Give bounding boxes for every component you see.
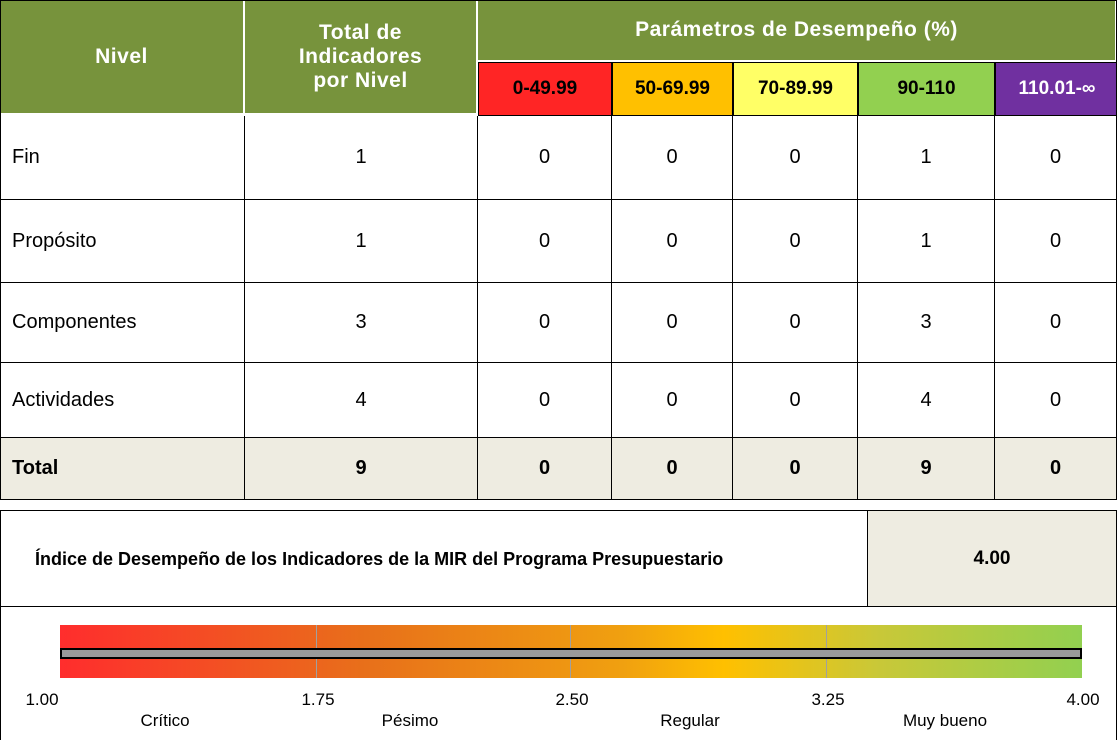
index-value: 4.00 — [868, 510, 1117, 607]
table-cell: Propósito — [0, 200, 245, 283]
table-cell: Componentes — [0, 283, 245, 363]
nivel-header: Nivel — [0, 0, 245, 115]
table-cell: 1 — [245, 116, 478, 200]
scale-category: Muy bueno — [902, 711, 988, 730]
table-cell: 4 — [245, 363, 478, 438]
parametros-header: Parámetros de Desempeño (%) — [478, 0, 1117, 62]
table-cell: 0 — [733, 116, 858, 200]
scale-category: Crítico — [140, 711, 190, 730]
scale-category: Pésimo — [381, 711, 439, 730]
table-cell: 0 — [733, 200, 858, 283]
range-header: 70-89.99 — [733, 62, 858, 116]
table-cell: 0 — [733, 363, 858, 438]
scale-tick: 2.50 — [555, 690, 589, 709]
range-header: 0-49.99 — [478, 62, 612, 116]
scale-category: Regular — [660, 711, 720, 730]
table-cell: 0 — [612, 116, 733, 200]
table-cell: 0 — [995, 116, 1117, 200]
total-cell: 0 — [612, 438, 733, 500]
table-cell: 0 — [478, 363, 612, 438]
table-cell: 0 — [478, 116, 612, 200]
scale-needle — [60, 648, 1082, 659]
total-cell: 9 — [858, 438, 995, 500]
table-cell: 1 — [858, 200, 995, 283]
table-cell: 0 — [478, 283, 612, 363]
table-cell: 0 — [612, 283, 733, 363]
scale-tick: 4.00 — [1066, 690, 1100, 709]
total-cell: 0 — [733, 438, 858, 500]
table-cell: 3 — [858, 283, 995, 363]
table-cell: 1 — [858, 116, 995, 200]
index-label: Índice de Desempeño de los Indicadores d… — [0, 510, 868, 607]
table-cell: 3 — [245, 283, 478, 363]
total-cell: Total — [0, 438, 245, 500]
table-cell: 4 — [858, 363, 995, 438]
range-header: 110.01-∞ — [995, 62, 1117, 116]
table-cell: 1 — [245, 200, 478, 283]
table-cell: 0 — [478, 200, 612, 283]
table-cell: 0 — [733, 283, 858, 363]
scale-tick: 1.75 — [301, 690, 335, 709]
table-cell: 0 — [995, 283, 1117, 363]
range-header: 90-110 — [858, 62, 995, 116]
table-cell: 0 — [995, 363, 1117, 438]
range-header: 50-69.99 — [612, 62, 733, 116]
total-cell: 0 — [995, 438, 1117, 500]
table-cell: Fin — [0, 116, 245, 200]
total-cell: 9 — [245, 438, 478, 500]
total-header: Total de Indicadores por Nivel — [245, 0, 478, 115]
total-cell: 0 — [478, 438, 612, 500]
table-cell: 0 — [995, 200, 1117, 283]
table-cell: 0 — [612, 200, 733, 283]
scale-tick: 3.25 — [811, 690, 845, 709]
scale-tick: 1.00 — [25, 690, 59, 709]
table-cell: Actividades — [0, 363, 245, 438]
table-cell: 0 — [612, 363, 733, 438]
